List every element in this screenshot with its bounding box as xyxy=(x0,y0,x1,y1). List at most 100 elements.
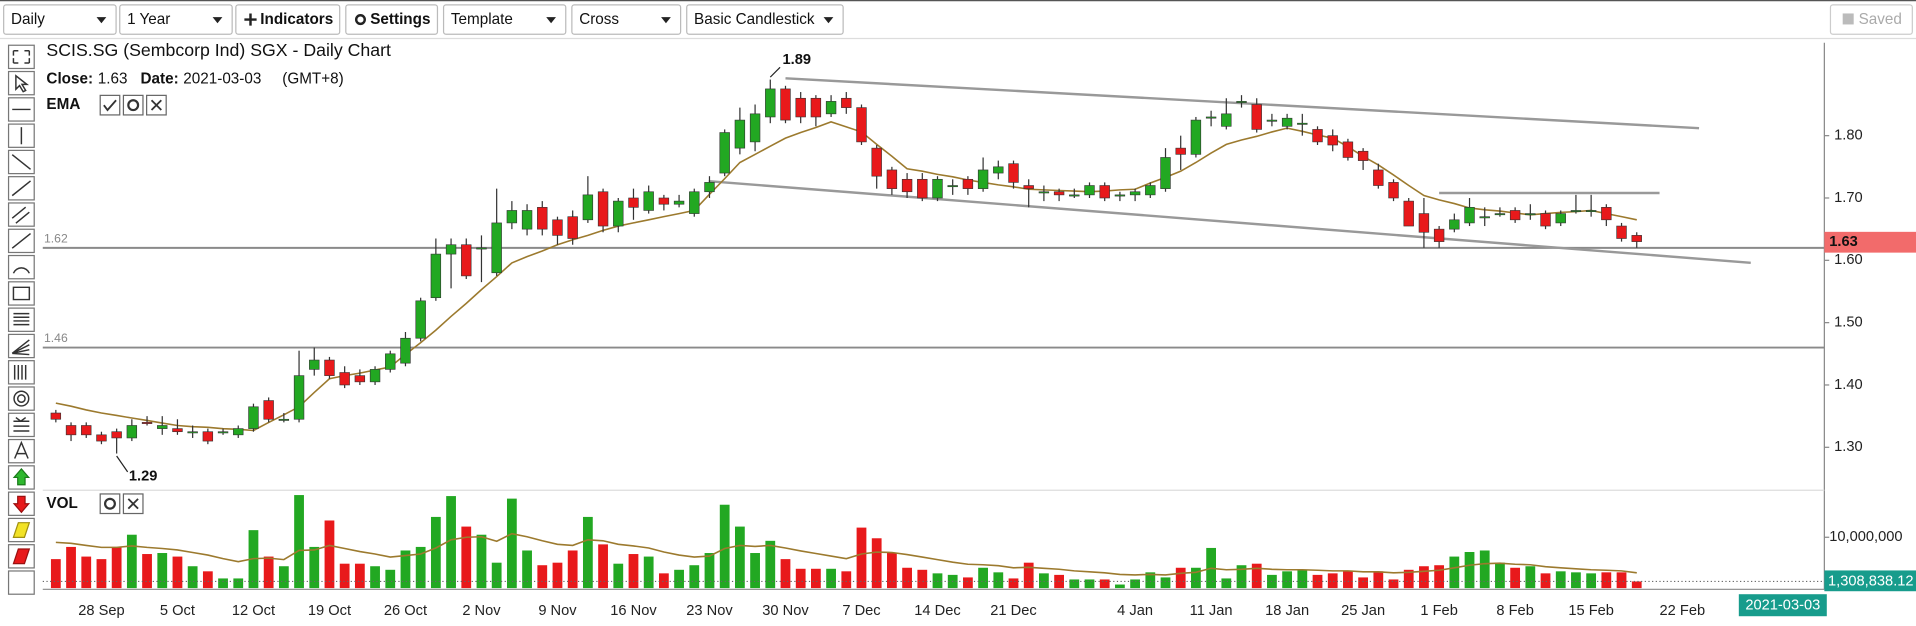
tool-icon xyxy=(13,364,27,380)
candle-body xyxy=(233,428,244,436)
extreme-pointer xyxy=(116,455,129,473)
volume-bar xyxy=(628,554,639,589)
x-tick-label: 22 Feb xyxy=(1660,603,1706,619)
volume-bar xyxy=(963,577,973,589)
settings-button[interactable] xyxy=(99,493,121,515)
volume-bar xyxy=(446,496,456,589)
candle-body xyxy=(1145,185,1156,196)
candle-body xyxy=(1023,185,1034,189)
volume-bar xyxy=(263,556,274,589)
x-tick-label: 19 Oct xyxy=(308,603,351,619)
volume-bar xyxy=(1616,572,1627,589)
tool-button[interactable] xyxy=(7,202,35,227)
toolbar-button[interactable] xyxy=(442,4,567,35)
candle-body xyxy=(111,431,122,439)
candle-body xyxy=(461,244,472,277)
dropdown-arrow xyxy=(96,17,107,24)
tool-button[interactable] xyxy=(7,44,35,70)
candle-body xyxy=(81,425,92,436)
plus-icon xyxy=(244,13,257,26)
trendline xyxy=(708,179,1751,265)
volume-bar xyxy=(1221,578,1232,589)
candle-body xyxy=(1281,117,1293,127)
candle-body xyxy=(1053,191,1065,196)
tool-button[interactable] xyxy=(7,307,35,332)
candle-body xyxy=(1540,213,1551,227)
volume-bar xyxy=(643,556,654,589)
x-tick-label: 4 Jan xyxy=(1117,603,1153,619)
volume-bar xyxy=(218,578,228,589)
tool-icon xyxy=(11,339,30,356)
volume-bar xyxy=(917,569,928,589)
candle-body xyxy=(309,359,320,370)
tool-button[interactable] xyxy=(7,70,35,96)
volume-bar xyxy=(780,559,791,589)
volume-bar xyxy=(567,550,578,589)
candle-body xyxy=(1342,141,1354,158)
toggle-button[interactable] xyxy=(99,94,121,116)
tool-icon xyxy=(12,495,31,514)
candle-body xyxy=(445,244,457,255)
volume-bar xyxy=(1039,573,1049,589)
volume-bar xyxy=(978,567,988,589)
x-tick-label: 30 Nov xyxy=(762,603,809,619)
toolbar-button[interactable] xyxy=(571,4,682,35)
tool-icon xyxy=(12,267,31,274)
volume-bar xyxy=(1586,573,1597,589)
toolbar-button[interactable] xyxy=(345,4,439,35)
y-tick-label: 1.50 xyxy=(1834,315,1863,331)
toolbar-label: 1 Year xyxy=(127,11,170,28)
candle-body xyxy=(1464,207,1475,224)
tool-icon xyxy=(13,390,30,407)
tool-button[interactable] xyxy=(7,281,35,306)
volume-bar xyxy=(1555,571,1566,589)
volume-bar xyxy=(1115,584,1125,589)
tool-button[interactable] xyxy=(7,412,35,438)
chart-title: SCIS.SG (Sembcorp Ind) SGX - Daily Chart xyxy=(46,40,391,60)
settings-button[interactable] xyxy=(122,94,144,116)
volume-bar xyxy=(689,565,700,589)
tool-button[interactable] xyxy=(7,570,35,595)
candle-body xyxy=(1221,113,1232,127)
volume-bar xyxy=(309,546,320,589)
candle-body xyxy=(1114,194,1126,197)
candle-body xyxy=(1585,210,1597,212)
volume-bar xyxy=(1282,571,1293,589)
x-tick-label: 2 Nov xyxy=(462,603,501,619)
candle-body xyxy=(1190,119,1202,155)
volume-bar xyxy=(856,527,867,589)
toolbar: Daily 1 Year Indicators Settings Template Cro… xyxy=(3,4,1913,35)
candle-body xyxy=(552,219,563,236)
volume-bar xyxy=(1388,579,1399,589)
tool-button[interactable] xyxy=(7,386,35,411)
volume-indicator-name: VOL xyxy=(46,495,77,512)
dropdown-arrow xyxy=(823,17,834,24)
y-tick-label: 1.70 xyxy=(1834,190,1863,206)
candle-body xyxy=(1205,116,1217,119)
date-tag xyxy=(1738,594,1827,617)
save-status[interactable] xyxy=(1829,4,1913,35)
candle-body xyxy=(1479,216,1490,219)
toolbar-button[interactable] xyxy=(3,4,117,35)
toolbar-button[interactable] xyxy=(686,4,844,35)
candle-body xyxy=(1449,219,1460,230)
volume-bar xyxy=(476,534,487,589)
volume-bar xyxy=(598,544,608,589)
volume-bar xyxy=(278,566,289,589)
drawing-tools xyxy=(7,44,35,595)
toolbar-button[interactable] xyxy=(235,4,341,35)
candle-body xyxy=(962,178,974,189)
trendline xyxy=(785,77,1700,130)
volume-bar xyxy=(1373,571,1384,589)
candle-body xyxy=(354,375,366,383)
tool-icon xyxy=(13,440,29,459)
toolbar-button[interactable] xyxy=(119,4,233,35)
tool-icon xyxy=(11,180,32,197)
volume-bar xyxy=(522,550,532,589)
candle-body xyxy=(369,369,381,383)
volume-bar xyxy=(385,569,396,589)
volume-bar xyxy=(871,538,882,589)
candle-body xyxy=(1160,157,1171,189)
volume-bar xyxy=(1175,567,1186,589)
toolbar-label: Daily xyxy=(11,11,45,28)
